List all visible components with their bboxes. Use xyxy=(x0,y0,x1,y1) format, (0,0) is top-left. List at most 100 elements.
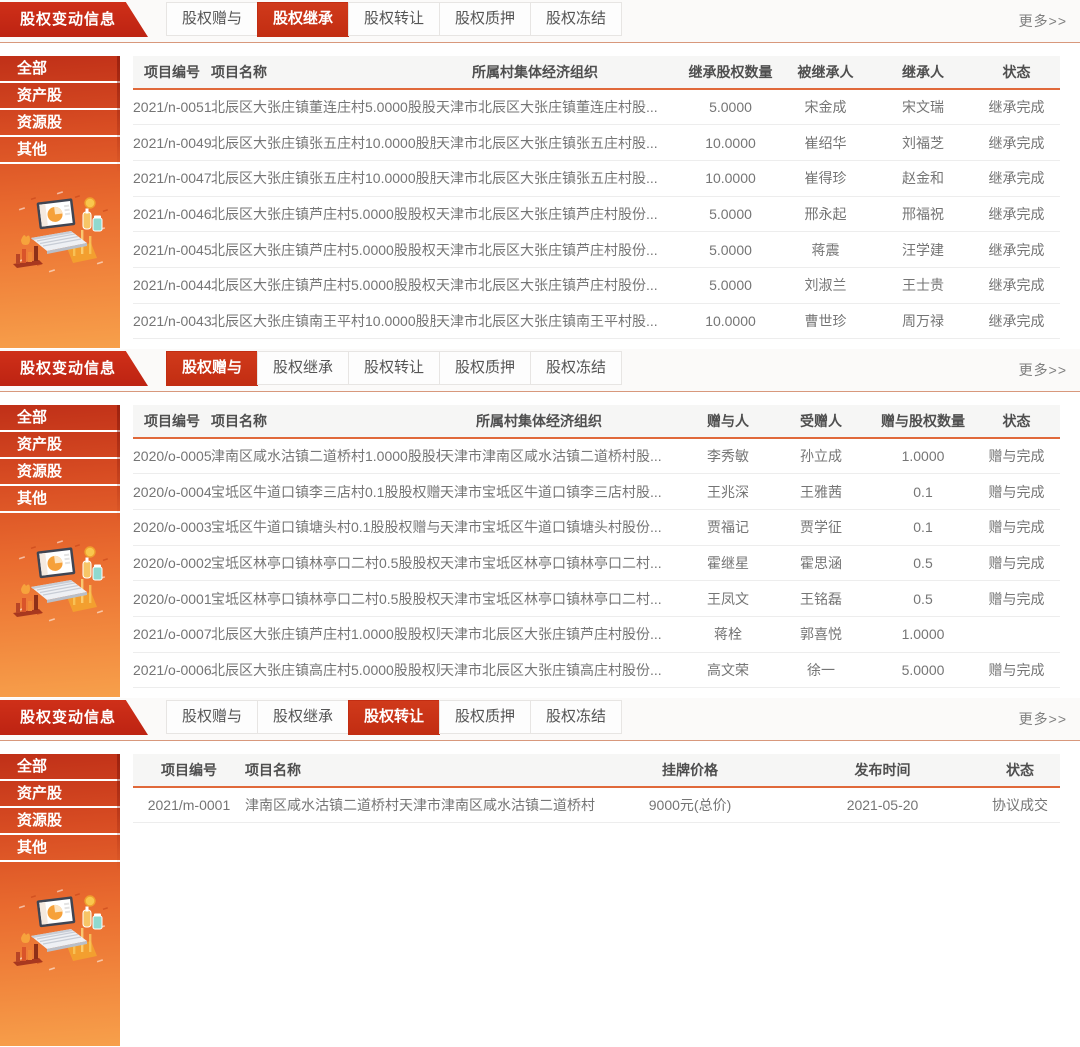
tab-pledge[interactable]: 股权质押 xyxy=(439,2,531,36)
data-cell: 赠与完成 xyxy=(973,509,1060,546)
tab-freeze[interactable]: 股权冻结 xyxy=(530,700,622,734)
tab-gift[interactable]: 股权赠与 xyxy=(166,2,258,36)
data-cell: 天津市北辰区大张庄镇南王平村股... xyxy=(436,303,683,340)
sidebar-item-asset-shares[interactable]: 资产股 xyxy=(0,432,120,459)
column-header: 所属村集体经济组织 xyxy=(436,56,683,90)
table-row[interactable]: 2020/o-0004宝坻区牛道口镇李三店村0.1股股权赠与项目天津市宝坻区牛道… xyxy=(133,473,1060,510)
data-cell: 王兆深 xyxy=(687,473,769,510)
more-link[interactable]: 更多>> xyxy=(1018,13,1067,29)
tab-transfer[interactable]: 股权转让 xyxy=(348,700,440,735)
tab-group: 股权赠与 股权继承 股权转让 股权质押 股权冻结 xyxy=(166,351,622,386)
data-cell: 天津市北辰区大张庄镇高庄村股份... xyxy=(440,652,687,689)
table-row[interactable]: 2020/o-0001宝坻区林亭口镇林亭口二村0.5股股权赠与...天津市宝坻区… xyxy=(133,580,1060,617)
project-id-cell: 2021/o-0006 xyxy=(133,652,211,689)
tab-transfer[interactable]: 股权转让 xyxy=(348,351,440,385)
sidebar-item-all[interactable]: 全部 xyxy=(0,754,120,781)
data-cell: 赠与完成 xyxy=(973,438,1060,475)
data-cell: 赠与完成 xyxy=(973,652,1060,689)
table-row[interactable]: 2021/n-0045北辰区大张庄镇芦庄村5.0000股股权继承...天津市北辰… xyxy=(133,231,1060,268)
table-row[interactable]: 2021/o-0007北辰区大张庄镇芦庄村1.0000股股权赠与...天津市北辰… xyxy=(133,616,1060,653)
table-row[interactable]: 2021/n-0047北辰区大张庄镇张五庄村10.0000股股权继...天津市北… xyxy=(133,160,1060,197)
data-cell: 1.0000 xyxy=(873,616,973,653)
sidebar-item-asset-shares[interactable]: 资产股 xyxy=(0,83,120,110)
column-header: 受赠人 xyxy=(769,405,873,439)
sidebar-item-other[interactable]: 其他 xyxy=(0,835,120,862)
data-cell: 徐一 xyxy=(769,652,873,689)
sidebar-item-all[interactable]: 全部 xyxy=(0,405,120,432)
panel-equity-transfer: 股权变动信息 股权赠与 股权继承 股权转让 股权质押 股权冻结 更多>> 全部 资产股 资源… xyxy=(0,698,1080,1047)
tab-inherit[interactable]: 股权继承 xyxy=(257,2,349,37)
column-header: 状态 xyxy=(980,754,1060,788)
tab-inherit[interactable]: 股权继承 xyxy=(257,351,349,385)
table-row[interactable]: 2021/o-0006北辰区大张庄镇高庄村5.0000股股权赠与...天津市北辰… xyxy=(133,652,1060,689)
tab-gift[interactable]: 股权赠与 xyxy=(166,700,258,734)
data-cell: 霍继星 xyxy=(687,545,769,582)
table-row[interactable]: 2021/n-0051北辰区大张庄镇董连庄村5.0000股股权继...天津市北辰… xyxy=(133,89,1060,126)
data-cell: 0.1 xyxy=(873,473,973,510)
data-cell: 赠与完成 xyxy=(973,545,1060,582)
project-name-cell: 北辰区大张庄镇张五庄村10.0000股股权继... xyxy=(211,124,436,161)
more-link[interactable]: 更多>> xyxy=(1018,711,1067,727)
data-cell: 贾福记 xyxy=(687,509,769,546)
data-cell: 王雅茜 xyxy=(769,473,873,510)
table-row[interactable]: 2020/o-0002宝坻区林亭口镇林亭口二村0.5股股权赠与...天津市宝坻区… xyxy=(133,545,1060,582)
table-row[interactable]: 2021/n-0043北辰区大张庄镇南王平村10.0000股股权继...天津市北… xyxy=(133,303,1060,340)
data-cell: 5.0000 xyxy=(683,231,778,268)
data-cell: 9000元(总价) xyxy=(595,787,785,824)
column-header: 赠与人 xyxy=(687,405,769,439)
table-row[interactable]: 2021/m-0001津南区咸水沽镇二道桥村天津市津南区咸水沽镇二道桥村股份经.… xyxy=(133,787,1060,824)
project-name-cell: 宝坻区牛道口镇塘头村0.1股股权赠与项目 xyxy=(211,509,440,546)
category-sidebar: 全部 资产股 资源股 其他 xyxy=(0,405,120,697)
tab-transfer[interactable]: 股权转让 xyxy=(348,2,440,36)
more-link[interactable]: 更多>> xyxy=(1018,362,1067,378)
data-cell: 孙立成 xyxy=(769,438,873,475)
table-row[interactable]: 2021/n-0044北辰区大张庄镇芦庄村5.0000股股权继承...天津市北辰… xyxy=(133,267,1060,304)
sidebar-item-resource-shares[interactable]: 资源股 xyxy=(0,110,120,137)
data-cell: 天津市北辰区大张庄镇芦庄村股份... xyxy=(436,231,683,268)
data-cell: 10.0000 xyxy=(683,303,778,340)
project-name-cell: 北辰区大张庄镇芦庄村5.0000股股权继承... xyxy=(211,196,436,233)
project-name-cell: 北辰区大张庄镇芦庄村5.0000股股权继承... xyxy=(211,231,436,268)
sidebar-item-all[interactable]: 全部 xyxy=(0,56,120,83)
tab-pledge[interactable]: 股权质押 xyxy=(439,351,531,385)
data-cell: 天津市北辰区大张庄镇董连庄村股... xyxy=(436,89,683,126)
data-cell: 10.0000 xyxy=(683,160,778,197)
column-header: 项目编号 xyxy=(133,56,211,90)
project-id-cell: 2021/n-0051 xyxy=(133,89,211,126)
data-cell: 协议成交 xyxy=(980,787,1060,824)
data-cell: 继承完成 xyxy=(973,89,1060,126)
data-cell: 刘福芝 xyxy=(873,124,973,161)
table-row[interactable]: 2021/n-0049北辰区大张庄镇张五庄村10.0000股股权继...天津市北… xyxy=(133,124,1060,161)
table-row[interactable]: 2020/o-0003宝坻区牛道口镇塘头村0.1股股权赠与项目天津市宝坻区牛道口… xyxy=(133,509,1060,546)
column-header: 发布时间 xyxy=(785,754,980,788)
data-cell: 10.0000 xyxy=(683,124,778,161)
data-cell: 继承完成 xyxy=(973,267,1060,304)
sidebar-item-resource-shares[interactable]: 资源股 xyxy=(0,808,120,835)
data-cell: 0.5 xyxy=(873,545,973,582)
tab-group: 股权赠与 股权继承 股权转让 股权质押 股权冻结 xyxy=(166,2,622,37)
data-cell: 天津市宝坻区牛道口镇塘头村股份... xyxy=(440,509,687,546)
category-sidebar: 全部 资产股 资源股 其他 xyxy=(0,56,120,348)
sidebar-item-resource-shares[interactable]: 资源股 xyxy=(0,459,120,486)
data-cell: 贾学征 xyxy=(769,509,873,546)
column-header: 赠与股权数量 xyxy=(873,405,973,439)
sidebar-item-other[interactable]: 其他 xyxy=(0,137,120,164)
column-header: 继承股权数量 xyxy=(683,56,778,90)
table-row[interactable]: 2021/n-0046北辰区大张庄镇芦庄村5.0000股股权继承...天津市北辰… xyxy=(133,196,1060,233)
table-zone: 项目编号 项目名称 挂牌价格 发布时间 状态 2021/m-0001 津南区咸水沽镇二道桥… xyxy=(120,754,1080,1046)
project-name-cell: 北辰区大张庄镇南王平村10.0000股股权继... xyxy=(211,303,436,340)
table-row[interactable]: 2020/o-0005津南区咸水沽镇二道桥村1.0000股股权赠...天津市津南… xyxy=(133,438,1060,475)
project-name-cell: 北辰区大张庄镇董连庄村5.0000股股权继... xyxy=(211,89,436,126)
data-cell: 天津市北辰区大张庄镇芦庄村股份... xyxy=(440,616,687,653)
project-name-cell: 宝坻区林亭口镇林亭口二村0.5股股权赠与... xyxy=(211,545,440,582)
tab-inherit[interactable]: 股权继承 xyxy=(257,700,349,734)
project-id-cell: 2021/m-0001 xyxy=(133,787,245,824)
sidebar-item-asset-shares[interactable]: 资产股 xyxy=(0,781,120,808)
records-table: 项目编号 项目名称 挂牌价格 发布时间 状态 2021/m-0001 津南区咸水沽镇二道桥… xyxy=(133,754,1060,824)
tab-gift[interactable]: 股权赠与 xyxy=(166,351,258,386)
sidebar-item-other[interactable]: 其他 xyxy=(0,486,120,513)
panel-content: 全部 资产股 资源股 其他 xyxy=(0,56,1080,348)
tab-freeze[interactable]: 股权冻结 xyxy=(530,351,622,385)
tab-pledge[interactable]: 股权质押 xyxy=(439,700,531,734)
tab-freeze[interactable]: 股权冻结 xyxy=(530,2,622,36)
